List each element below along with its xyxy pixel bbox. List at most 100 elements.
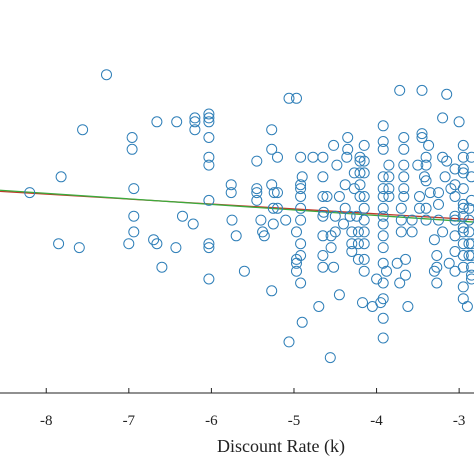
data-point [24,187,36,199]
data-point [324,352,336,364]
data-point [267,218,279,230]
data-point [317,261,329,273]
data-point [377,210,389,222]
data-point [272,202,283,214]
data-point [433,214,444,226]
data-point [398,132,410,143]
data-point [457,261,469,273]
data-point [358,155,370,167]
data-point [251,155,263,167]
data-point [420,159,432,171]
data-point [339,179,351,191]
data-point [291,92,302,104]
data-point [383,171,395,183]
data-point [126,132,138,143]
data-point [463,214,474,226]
data-point [317,210,329,222]
data-point [406,226,418,238]
fit-lines [0,189,474,223]
data-point [321,191,333,202]
data-point [466,171,474,183]
data-point [377,312,389,324]
data-point [295,151,307,163]
data-point [317,151,329,163]
data-point [449,210,461,222]
data-point [251,187,263,199]
data-point [352,253,364,265]
data-point [463,238,474,250]
data-point [437,151,449,163]
data-point [441,88,453,100]
data-point [203,242,215,254]
data-point [377,143,389,155]
data-point [439,171,451,183]
data-point [291,226,302,238]
data-point [395,214,407,226]
data-point [457,210,469,222]
data-point [148,234,160,246]
data-point [151,238,163,250]
data-point [307,151,319,163]
data-point [377,257,389,269]
data-point [431,277,443,289]
data-point [428,234,440,246]
data-point [317,250,329,261]
x-tick-label: -4 [370,413,383,429]
data-point [400,253,411,265]
data-point [225,187,237,199]
data-point [466,151,474,163]
data-point [457,281,469,293]
data-point [377,120,389,132]
data-point [101,69,112,81]
data-point [354,191,366,202]
data-point [377,332,389,344]
data-point [266,124,278,136]
data-point [377,218,389,230]
data-point [283,92,295,104]
data-point [457,226,469,238]
data-point [466,250,474,261]
data-point [437,112,449,124]
x-tick-label: -3 [453,413,466,429]
data-point [317,191,329,202]
data-point [177,210,188,222]
data-point [344,210,356,222]
data-point [416,84,428,96]
data-point [457,139,469,151]
data-point [358,253,370,265]
data-point [463,250,474,261]
x-tick-label: -7 [123,413,136,429]
data-point [449,191,461,202]
data-point [377,242,389,254]
data-point [414,191,425,202]
data-point [128,210,140,222]
data-point [377,183,389,195]
data-point [329,210,341,222]
data-point [348,183,360,195]
data-point [295,202,307,214]
data-point [251,194,263,206]
data-point [291,265,302,277]
data-point [280,214,292,226]
data-point [203,108,215,120]
data-point [352,238,364,250]
data-point [313,301,325,312]
data-point [238,265,250,277]
data-point [328,261,340,273]
data-point [383,159,395,171]
data-point [441,155,453,167]
data-point [377,136,389,147]
data-point [358,167,370,179]
data-point [431,261,443,273]
data-point [348,167,360,179]
data-point [225,179,237,191]
data-point [466,261,474,273]
data-point [406,214,418,226]
data-point [420,214,432,226]
data-point [272,187,283,199]
data-point [416,132,428,143]
data-point [354,155,366,167]
data-point [203,116,215,128]
data-point [258,230,270,242]
data-point [443,257,455,269]
